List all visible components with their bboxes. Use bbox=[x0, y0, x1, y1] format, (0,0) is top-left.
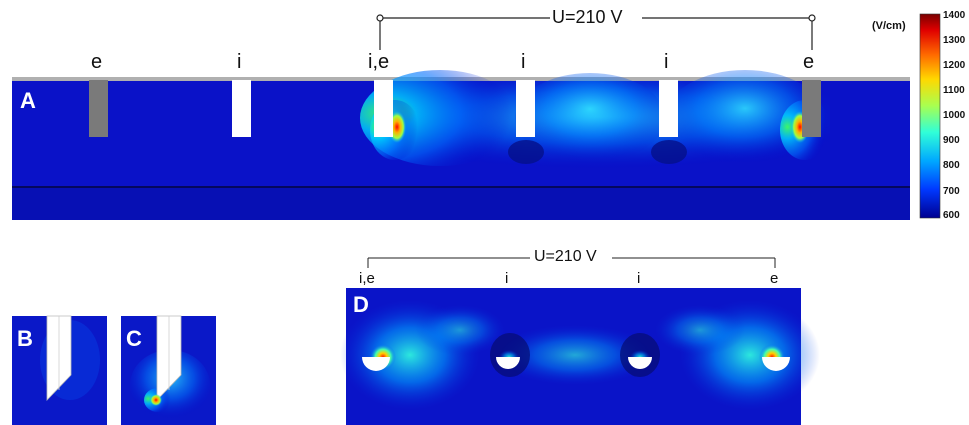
panel-a-voltage-bracket bbox=[376, 14, 816, 50]
electrode-d-label-i-2: i bbox=[637, 270, 641, 287]
panel-d-voltage-label: U=210 V bbox=[534, 248, 597, 265]
electrode-d-e bbox=[762, 357, 790, 371]
panel-a-letter: A bbox=[20, 88, 36, 113]
panel-b-letter: B bbox=[17, 326, 33, 351]
colorbar-tick-1400: 1400 bbox=[943, 10, 966, 21]
colorbar-tick-700: 700 bbox=[943, 186, 960, 197]
electrode-label-i-1: i bbox=[237, 51, 242, 73]
colorbar-tick-800: 800 bbox=[943, 160, 960, 171]
electrode-d-i-1 bbox=[496, 357, 520, 369]
electrode-d-label-i-1: i bbox=[505, 270, 509, 287]
electrode-label-e-left: e bbox=[91, 51, 103, 73]
electrode-label-ie: i,e bbox=[368, 51, 390, 73]
electrode-label-e-right: e bbox=[803, 51, 815, 73]
electrode-i-3 bbox=[659, 80, 678, 137]
panel-a-voltage-label: U=210 V bbox=[552, 7, 623, 27]
electrode-label-i-2: i bbox=[521, 51, 526, 73]
colorbar-tick-1300: 1300 bbox=[943, 35, 966, 46]
colorbar-tick-1100: 1100 bbox=[943, 85, 965, 96]
electrode-i-2 bbox=[516, 80, 535, 137]
colorbar bbox=[919, 13, 941, 219]
colorbar-tick-900: 900 bbox=[943, 135, 960, 146]
electrode-d-label-ie: i,e bbox=[359, 270, 375, 287]
colorbar-tick-600: 600 bbox=[943, 210, 960, 221]
panel-d-voltage-bracket bbox=[367, 257, 776, 268]
electrode-ie bbox=[374, 80, 393, 137]
panel-a-field-map bbox=[12, 70, 910, 220]
electrode-d-ie bbox=[362, 357, 390, 371]
panel-d-field-map bbox=[340, 288, 820, 425]
colorbar-tick-1000: 1000 bbox=[943, 110, 966, 121]
electrode-e-left bbox=[89, 80, 108, 137]
colorbar-tick-1200: 1200 bbox=[943, 60, 966, 71]
panel-b-zoom bbox=[12, 315, 107, 425]
electrode-d-i-2 bbox=[628, 357, 652, 369]
electrode-i-1 bbox=[232, 80, 251, 137]
electrode-label-i-3: i bbox=[664, 51, 669, 73]
colorbar-unit: (V/cm) bbox=[872, 20, 906, 32]
panel-c-zoom bbox=[121, 315, 216, 425]
panel-d-letter: D bbox=[353, 292, 369, 317]
electrode-e-right bbox=[802, 80, 821, 137]
panel-c-letter: C bbox=[126, 326, 142, 351]
electrode-d-label-e: e bbox=[770, 270, 779, 287]
